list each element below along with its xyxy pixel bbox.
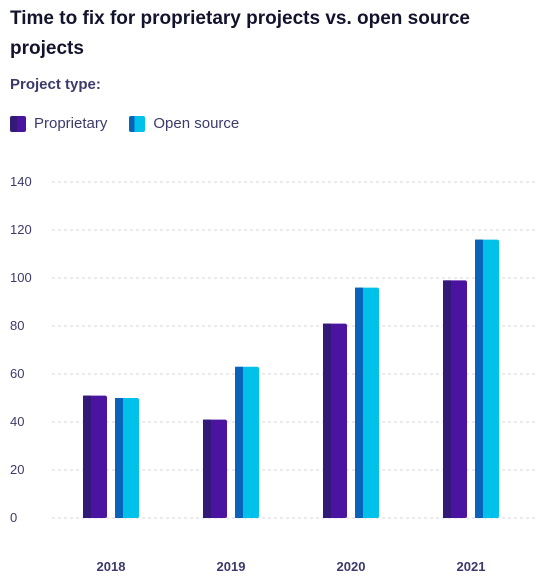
x-category-label: 2018 bbox=[97, 559, 126, 574]
bar-shade-proprietary-2019 bbox=[203, 419, 211, 518]
bar-shade-proprietary-2018 bbox=[83, 395, 91, 518]
y-tick-label: 140 bbox=[10, 174, 32, 189]
y-tick-label: 120 bbox=[10, 222, 32, 237]
legend-label-open-source: Open source bbox=[153, 115, 240, 132]
bar-shade-proprietary-2021 bbox=[443, 280, 451, 518]
legend-item-proprietary[interactable]: Proprietary bbox=[10, 115, 107, 132]
legend-title: Project type: bbox=[10, 76, 101, 93]
legend: Proprietary Open source bbox=[10, 115, 239, 132]
y-tick-label: 0 bbox=[10, 510, 17, 525]
y-tick-label: 20 bbox=[10, 462, 24, 477]
chart-title: Time to fix for proprietary projects vs.… bbox=[10, 8, 470, 59]
legend-item-open-source[interactable]: Open source bbox=[129, 115, 239, 132]
legend-swatch-proprietary bbox=[10, 115, 26, 132]
y-tick-label: 40 bbox=[10, 414, 24, 429]
bar-shade-proprietary-2020 bbox=[323, 323, 331, 518]
x-category-label: 2019 bbox=[217, 559, 246, 574]
x-category-label: 2020 bbox=[337, 559, 366, 574]
y-tick-label: 60 bbox=[10, 366, 24, 381]
bar-shade-open-source-2019 bbox=[235, 366, 243, 518]
bar-shade-open-source-2021 bbox=[475, 239, 483, 518]
bar-shade-open-source-2018 bbox=[115, 398, 123, 518]
legend-label-proprietary: Proprietary bbox=[34, 115, 108, 132]
legend-swatch-open-source bbox=[129, 115, 146, 132]
x-category-label: 2021 bbox=[457, 559, 486, 574]
bar-shade-open-source-2020 bbox=[355, 287, 363, 518]
y-tick-label: 80 bbox=[10, 318, 24, 333]
y-tick-label: 100 bbox=[10, 270, 32, 285]
